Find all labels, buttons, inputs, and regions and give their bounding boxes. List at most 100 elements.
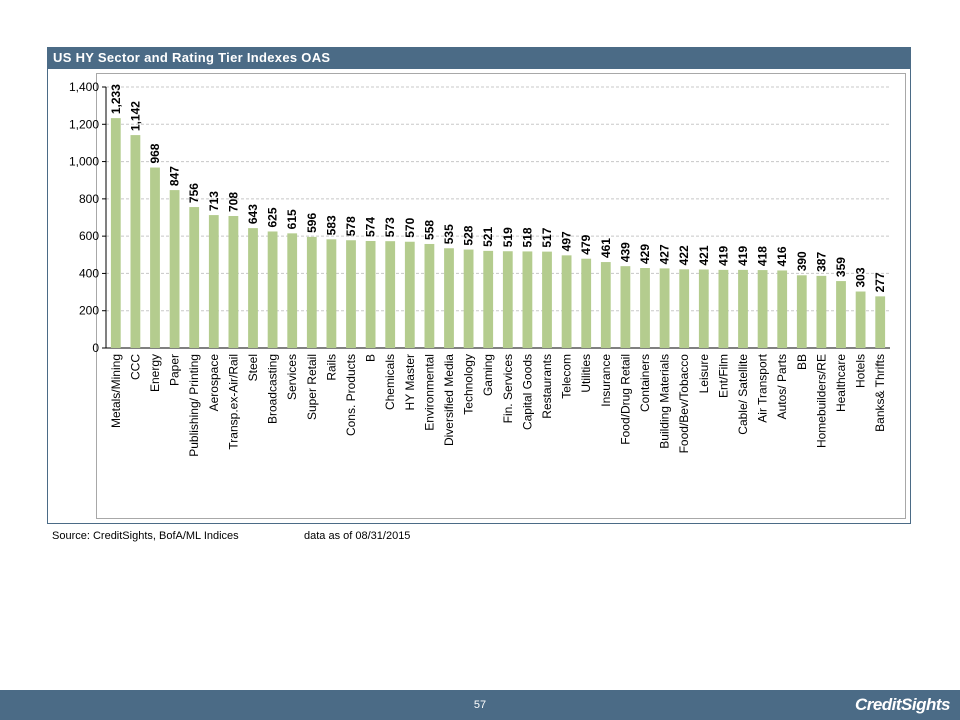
source-note: Source: CreditSights, BofA/ML Indices (52, 530, 239, 542)
data-label: 497 (560, 231, 574, 251)
x-tick-label: Broadcasting (266, 354, 280, 424)
data-label: 573 (383, 217, 397, 237)
x-tick-label: Super Retail (305, 354, 319, 420)
bar (326, 239, 337, 348)
bar (816, 275, 827, 348)
x-tick-label: Banks& Thrifts (873, 354, 887, 432)
x-tick-label: Capital Goods (520, 354, 534, 430)
x-tick-label: Chemicals (383, 354, 397, 410)
bar (228, 216, 239, 348)
bar (365, 240, 376, 348)
bar (444, 248, 454, 348)
data-label: 558 (422, 220, 436, 240)
x-tick-label: Technology (462, 354, 476, 415)
bar (698, 269, 709, 348)
x-tick-label: Cable/ Satellite (736, 354, 750, 435)
bar (483, 250, 494, 348)
y-tick-label: 1,200 (69, 117, 99, 131)
data-label: 416 (775, 246, 789, 266)
data-label: 479 (579, 234, 593, 254)
bar (267, 231, 278, 348)
bar (463, 249, 474, 348)
bar (346, 240, 356, 348)
bar (502, 251, 513, 348)
data-as-of-note: data as of 08/31/2015 (304, 530, 411, 542)
x-tick-label: CCC (128, 354, 142, 380)
x-tick-label: Transp.ex-Air/Rail (226, 354, 240, 450)
x-tick-label: Autos/ Parts (775, 354, 789, 419)
bar (777, 270, 788, 348)
x-tick-label: Diversified Media (442, 354, 456, 446)
y-tick-label: 200 (79, 304, 99, 318)
data-label: 427 (658, 244, 672, 264)
x-tick-label: Food/Drug Retail (618, 354, 632, 445)
bar (679, 269, 690, 348)
x-tick-label: Services (285, 354, 299, 400)
bar (110, 118, 121, 348)
x-tick-label: B (364, 354, 378, 362)
bar (581, 258, 592, 348)
bar (522, 251, 533, 348)
x-tick-label: Publishing/ Printing (187, 354, 201, 457)
data-label: 439 (618, 242, 632, 262)
bar (208, 215, 219, 348)
y-tick-label: 1,400 (69, 80, 99, 94)
x-tick-label: Healthcare (834, 354, 848, 412)
page-number: 57 (473, 699, 487, 711)
x-tick-label: Fin. Services (501, 354, 515, 423)
data-label: 574 (364, 217, 378, 237)
bar (600, 262, 611, 348)
x-tick-label: Metals/Mining (109, 354, 123, 428)
data-label: 303 (854, 267, 868, 287)
x-tick-label: Leisure (697, 354, 711, 394)
data-label: 570 (403, 217, 417, 237)
x-tick-label: Telecom (560, 354, 574, 399)
y-tick-label: 1,000 (69, 155, 99, 169)
data-label: 461 (599, 238, 613, 258)
y-tick-label: 600 (79, 229, 99, 243)
bar (130, 135, 141, 348)
data-label: 756 (187, 183, 201, 203)
bar (718, 269, 729, 348)
plot-area-border (96, 73, 906, 519)
bar (169, 190, 180, 348)
data-label: 615 (285, 209, 299, 229)
data-label: 390 (795, 251, 809, 271)
y-tick-label: 0 (92, 341, 99, 355)
x-tick-label: Utilities (579, 354, 593, 393)
data-label: 359 (834, 257, 848, 277)
data-label: 518 (520, 227, 534, 247)
data-label: 625 (266, 207, 280, 227)
y-tick-label: 800 (79, 192, 99, 206)
x-tick-label: Ent/Film (716, 354, 730, 398)
data-label: 1,142 (128, 101, 142, 131)
bar (542, 251, 552, 348)
x-tick-label: Environmental (422, 354, 436, 431)
data-label: 535 (442, 224, 456, 244)
bar (855, 291, 866, 348)
data-label: 419 (736, 246, 750, 266)
x-tick-label: Homebuilders/RE (814, 354, 828, 448)
data-label: 643 (246, 204, 260, 224)
x-tick-label: Air Transport (756, 353, 770, 422)
data-label: 419 (716, 246, 730, 266)
chart-panel-frame (47, 69, 911, 524)
data-label: 519 (501, 227, 515, 247)
bar (620, 266, 631, 348)
data-label: 847 (168, 166, 182, 186)
x-tick-label: Gaming (481, 354, 495, 396)
bar (640, 268, 650, 348)
bar (306, 236, 317, 348)
data-label: 387 (814, 252, 828, 272)
data-label: 583 (324, 215, 338, 235)
bar (150, 167, 160, 348)
x-tick-label: HY Master (403, 354, 417, 410)
creditsights-logo: CreditSights (854, 695, 951, 714)
bar (875, 296, 886, 348)
data-label: 968 (148, 143, 162, 163)
bar (757, 270, 768, 348)
bar (424, 243, 435, 348)
bar (836, 281, 846, 348)
bar (248, 228, 258, 348)
